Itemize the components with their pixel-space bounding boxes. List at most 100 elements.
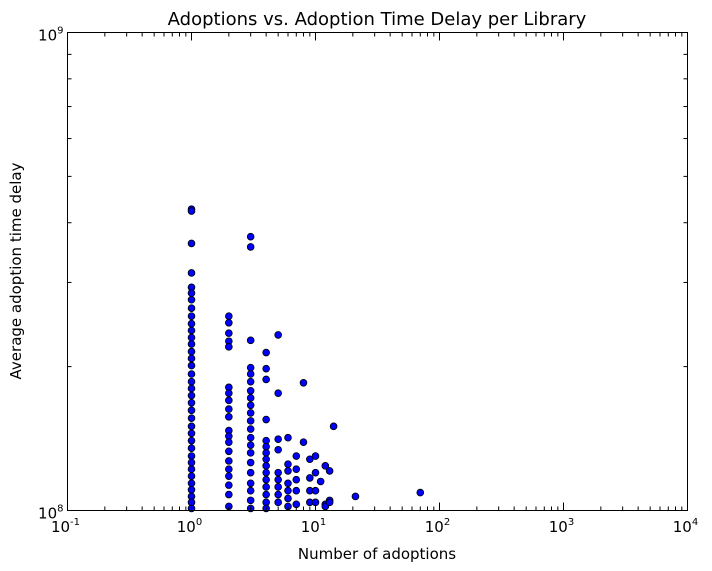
data-point — [187, 398, 196, 407]
data-point — [325, 467, 334, 475]
data-point — [225, 413, 233, 421]
data-point — [262, 455, 270, 464]
x-tick-label: 104 — [673, 517, 698, 536]
data-point — [351, 492, 360, 501]
data-point — [187, 384, 196, 393]
x-tick-label: 100 — [177, 517, 202, 536]
data-point — [292, 452, 301, 460]
ticks-layer — [67, 32, 688, 511]
data-point — [225, 396, 233, 405]
data-point — [246, 363, 255, 372]
data-point — [187, 289, 196, 297]
data-point — [246, 386, 255, 395]
data-point — [246, 370, 255, 378]
data-point — [274, 498, 282, 507]
data-point — [187, 295, 196, 304]
data-point — [187, 452, 196, 460]
data-point — [187, 340, 196, 348]
data-point — [306, 455, 314, 464]
y-tick-label: 108 — [38, 504, 63, 523]
data-point — [187, 414, 196, 422]
data-point — [187, 422, 196, 431]
x-tick-label: 102 — [425, 517, 450, 536]
data-point — [225, 438, 233, 446]
data-point — [311, 468, 320, 477]
data-point — [187, 239, 196, 248]
data-point — [187, 312, 196, 320]
data-point — [187, 370, 196, 378]
data-point — [311, 452, 320, 460]
data-point — [246, 425, 255, 433]
data-point — [262, 490, 270, 499]
data-point — [187, 269, 196, 277]
data-point — [187, 465, 196, 474]
data-point — [187, 458, 196, 467]
data-point — [187, 485, 196, 494]
data-point — [225, 312, 233, 320]
data-point — [187, 304, 196, 312]
data-point — [225, 343, 233, 351]
data-point — [225, 389, 233, 397]
data-point — [262, 449, 270, 457]
x-tick-label: 10-1 — [51, 517, 80, 536]
data-point — [246, 394, 255, 402]
tick-labels-layer: 10-1 100 101 102 103 104 108 109 — [38, 26, 698, 537]
data-point — [284, 467, 292, 475]
data-point — [187, 207, 196, 215]
y-axis-label: Average adoption time delay — [7, 162, 25, 379]
data-point — [187, 347, 196, 356]
data-point — [262, 415, 270, 424]
data-point — [246, 401, 255, 410]
x-axis-label: Number of adoptions — [298, 545, 456, 563]
data-point — [187, 406, 196, 415]
data-point — [187, 361, 196, 370]
data-point — [325, 498, 334, 507]
data-point — [299, 378, 308, 387]
data-point — [329, 422, 338, 431]
data-point — [246, 433, 255, 442]
data-point — [187, 326, 196, 335]
plot-frame — [67, 32, 688, 511]
data-point — [299, 438, 308, 446]
data-point — [225, 465, 233, 474]
data-point — [292, 486, 301, 495]
data-point — [246, 417, 255, 425]
data-point — [187, 377, 196, 386]
data-point — [246, 486, 255, 495]
data-point — [187, 429, 196, 438]
data-point — [274, 389, 282, 397]
data-point — [292, 465, 301, 474]
data-point — [262, 348, 270, 357]
data-point — [225, 490, 233, 499]
data-point — [311, 486, 320, 495]
data-point — [274, 445, 282, 454]
data-point — [225, 447, 233, 456]
data-point — [246, 336, 255, 345]
x-tick-label: 103 — [549, 517, 574, 536]
data-point — [246, 468, 255, 477]
data-point — [225, 318, 233, 327]
data-point — [246, 458, 255, 467]
data-point — [262, 475, 270, 484]
data-point — [246, 479, 255, 488]
data-point — [262, 483, 270, 491]
data-point — [262, 442, 270, 451]
data-point — [321, 462, 330, 470]
data-point — [225, 329, 233, 337]
data-point — [284, 494, 292, 503]
data-point — [274, 490, 282, 499]
y-tick-label: 109 — [38, 26, 63, 45]
data-point — [187, 354, 196, 363]
data-point — [274, 468, 282, 477]
data-point — [246, 377, 255, 386]
data-point — [187, 444, 196, 453]
data-point — [246, 449, 255, 457]
data-point — [187, 436, 196, 445]
data-point — [316, 477, 325, 486]
data-point — [187, 472, 196, 480]
data-point — [187, 479, 196, 488]
data-point — [292, 475, 301, 484]
data-point — [225, 457, 233, 465]
data-point — [284, 479, 292, 488]
